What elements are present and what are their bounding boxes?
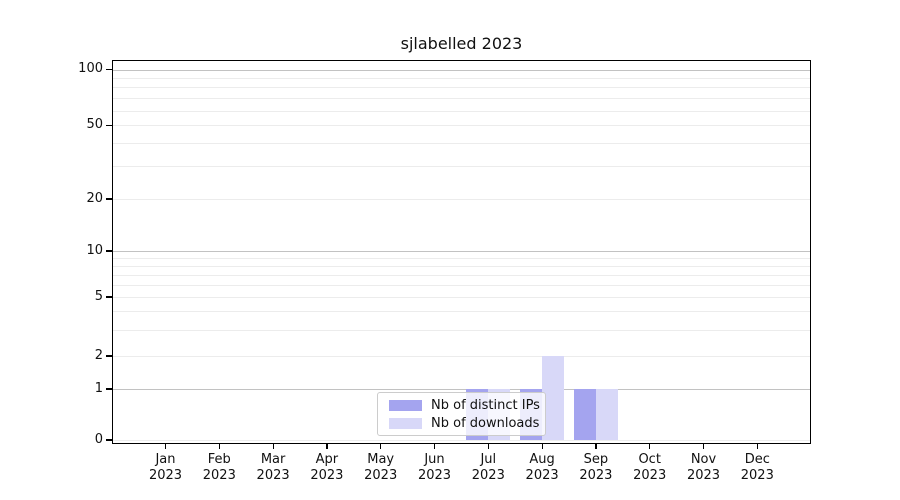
gridline-minor [113, 257, 810, 259]
y-tick-label: 1 [94, 380, 103, 396]
x-tick-mark [326, 443, 328, 449]
x-tick-month: Dec [744, 452, 770, 467]
x-tick-mark [541, 443, 543, 449]
legend-item-distinct-ips: Nb of distinct IPs [389, 398, 545, 413]
x-tick-label: Jun 2023 [399, 452, 471, 483]
x-tick-mark [756, 443, 758, 449]
gridline-minor [113, 199, 810, 200]
x-tick-year: 2023 [364, 467, 398, 483]
legend: Nb of distinct IPs Nb of downloads [377, 392, 546, 436]
x-tick-year: 2023 [633, 467, 667, 483]
x-tick-mark [487, 443, 489, 449]
x-tick-month: Nov [690, 452, 717, 467]
x-tick-mark [649, 443, 651, 449]
gridline-minor [113, 311, 810, 313]
gridline-minor [113, 87, 810, 89]
y-tick-label: 50 [86, 116, 103, 132]
x-tick-label: Sep 2023 [560, 452, 632, 483]
x-tick-label: May 2023 [345, 452, 417, 483]
x-tick-label: Jan 2023 [130, 452, 202, 483]
y-tick-mark [106, 198, 112, 200]
gridline-minor [113, 297, 810, 298]
gridline-minor [113, 356, 810, 357]
legend-label-distinct-ips: Nb of distinct IPs [431, 397, 540, 413]
x-tick-year: 2023 [256, 467, 290, 483]
gridline-minor [113, 166, 810, 168]
x-tick-label: Dec 2023 [721, 452, 793, 483]
x-tick-mark [433, 443, 436, 449]
x-tick-year: 2023 [202, 467, 236, 483]
gridline-major [113, 251, 810, 252]
x-tick-mark [595, 443, 597, 449]
x-tick-year: 2023 [310, 467, 344, 483]
gridline-minor [113, 274, 810, 276]
y-tick-mark [106, 250, 112, 252]
x-tick-month: Aug [529, 452, 555, 467]
x-tick-month: Apr [315, 452, 339, 467]
x-tick-mark [702, 443, 705, 449]
x-tick-mark [164, 443, 167, 449]
gridline-major [113, 69, 810, 71]
x-tick-label: Nov 2023 [668, 452, 740, 483]
x-tick-label: Mar 2023 [237, 452, 309, 483]
gridline-minor [113, 143, 810, 145]
x-tick-year: 2023 [740, 467, 774, 483]
legend-label-downloads: Nb of downloads [431, 415, 540, 431]
x-tick-month: Feb [207, 452, 231, 467]
x-tick-month: Mar [260, 452, 286, 467]
y-tick-label: 20 [86, 190, 103, 206]
gridline-minor [113, 77, 810, 79]
y-tick-label: 2 [94, 347, 103, 363]
y-tick-label: 0 [94, 431, 103, 447]
x-tick-label: Apr 2023 [291, 452, 363, 483]
x-tick-year: 2023 [471, 467, 505, 483]
x-tick-label: Aug 2023 [506, 452, 578, 483]
x-tick-year: 2023 [525, 467, 559, 483]
x-tick-mark [218, 443, 220, 449]
x-tick-mark [272, 443, 274, 449]
x-tick-label: Feb 2023 [183, 452, 255, 483]
gridline-minor [113, 110, 810, 112]
gridline-major [113, 389, 810, 390]
legend-swatch-downloads [389, 417, 422, 429]
y-tick-mark [106, 296, 112, 298]
chart-title: sjlabelled 2023 [400, 34, 523, 53]
x-tick-month: Jul [480, 452, 497, 467]
y-tick-label: 100 [78, 61, 103, 76]
y-tick-mark [106, 124, 112, 126]
x-tick-month: Oct [638, 452, 661, 467]
x-tick-month: Jan [155, 452, 176, 467]
x-tick-month: May [367, 452, 395, 467]
legend-swatch-distinct-ips [389, 399, 422, 411]
x-tick-label: Jul 2023 [452, 452, 524, 483]
x-tick-year: 2023 [579, 467, 613, 483]
y-tick-label: 5 [94, 288, 103, 304]
y-tick-mark [106, 355, 112, 357]
bar-distinct-ips [573, 389, 596, 440]
x-tick-year: 2023 [148, 467, 183, 483]
legend-item-downloads: Nb of downloads [389, 416, 545, 431]
gridline-minor [113, 98, 810, 100]
x-tick-label: Oct 2023 [614, 452, 686, 483]
y-tick-mark [106, 388, 112, 390]
y-tick-mark [106, 439, 112, 441]
gridline-minor [113, 265, 810, 267]
x-tick-year: 2023 [686, 467, 721, 483]
y-tick-label: 10 [86, 242, 103, 258]
x-tick-month: Sep [583, 452, 609, 467]
gridline-minor [113, 284, 810, 286]
gridline-minor [113, 125, 810, 127]
bar-downloads [595, 389, 618, 440]
plot-area [113, 61, 810, 443]
x-tick-mark [380, 443, 382, 449]
gridline-minor [113, 440, 810, 441]
x-tick-month: Jun [424, 452, 445, 467]
bar-downloads [542, 356, 565, 440]
gridline-minor [113, 329, 810, 331]
x-tick-year: 2023 [417, 467, 452, 483]
y-tick-mark [106, 68, 112, 71]
